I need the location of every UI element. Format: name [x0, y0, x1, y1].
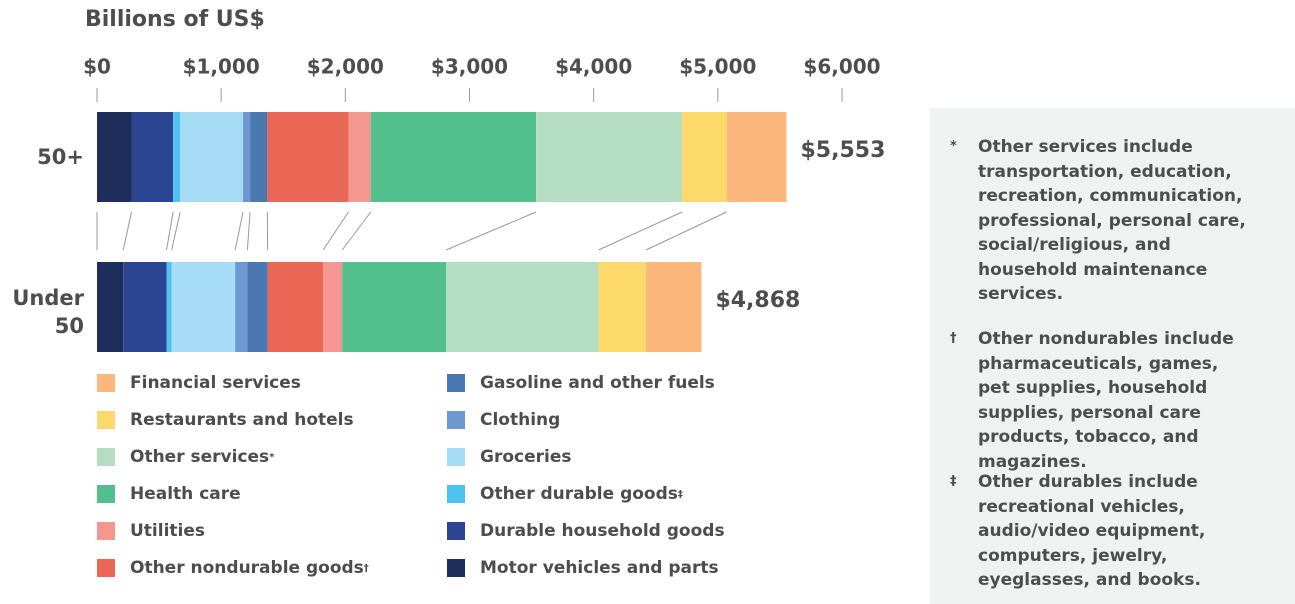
legend-label: Gasoline and other fuels [480, 373, 715, 393]
bar-segment [171, 262, 236, 352]
footnote-text: Other durables include recreational vehi… [978, 472, 1206, 590]
bar-segment [446, 262, 599, 352]
legend-swatch [97, 559, 115, 577]
legend-item: Financial services [97, 373, 301, 393]
legend-item: Restaurants and hotels [97, 410, 354, 430]
connector [234, 211, 244, 251]
legend-swatch [447, 448, 465, 466]
x-tick-label: $1,000 [183, 55, 260, 79]
legend-label: Clothing [480, 410, 561, 430]
legend-swatch [447, 485, 465, 503]
legend-item: Utilities [97, 521, 205, 541]
bar-segment [243, 112, 251, 202]
legend-label: Health care [130, 484, 241, 504]
legend-swatch [97, 411, 115, 429]
connector [171, 211, 181, 251]
legend-label: Motor vehicles and parts [480, 558, 719, 578]
connector [645, 211, 727, 251]
x-tick-label: $2,000 [307, 55, 384, 79]
footnote: * Other services include transportation, … [950, 135, 1250, 307]
footnote-text: Other nondurables include pharmaceutical… [978, 329, 1234, 472]
footnote-symbol: † [950, 331, 957, 346]
x-tick-label: $0 [83, 55, 111, 79]
connector [445, 211, 537, 251]
legend-swatch [447, 411, 465, 429]
bar-segment [247, 262, 268, 352]
legend-item: Motor vehicles and parts [447, 558, 719, 578]
category-label: Under 50 [12, 286, 84, 338]
legend-label: Other durable goods [480, 484, 678, 504]
legend-label: Groceries [480, 447, 572, 467]
x-tick-label: $3,000 [431, 55, 508, 79]
footnote: † Other nondurables include pharmaceutica… [950, 327, 1250, 474]
legend-label: Other services [130, 447, 270, 467]
legend-label: Restaurants and hotels [130, 410, 354, 430]
bar-segment [250, 112, 268, 202]
legend-note-mark: † [363, 562, 369, 574]
total-label: $5,553 [800, 138, 885, 163]
connector [246, 211, 251, 251]
legend-swatch [447, 522, 465, 540]
bar-segment [348, 112, 371, 202]
legend-note-mark: ‡ [677, 488, 683, 500]
connector [122, 211, 133, 251]
bar-segment [267, 112, 349, 202]
footnote: ‡ Other durables include recreational veh… [950, 470, 1250, 593]
x-tick-label: $5,000 [679, 55, 756, 79]
bar-segment [342, 262, 447, 352]
x-tick-label: $6,000 [803, 55, 880, 79]
bar-segment [370, 112, 537, 202]
legend-swatch [97, 522, 115, 540]
bar-segment [726, 112, 787, 202]
bar-segment [645, 262, 702, 352]
category-label: 50+ [37, 145, 84, 169]
footnote-symbol: ‡ [950, 474, 957, 489]
legend-swatch [447, 559, 465, 577]
bar-segment [166, 262, 172, 352]
bar-segment [235, 262, 248, 352]
legend-swatch [97, 485, 115, 503]
bar-segment [682, 112, 727, 202]
chart: Billions of US$ $0 $1,000 $2,000 $3,000 $4,0… [83, 7, 885, 352]
chart-title: Billions of US$ [85, 7, 265, 32]
legend-note-mark: * [269, 451, 275, 463]
legend-item: Gasoline and other fuels [447, 373, 715, 393]
legend-swatch [447, 374, 465, 392]
footnote-panel: * Other services include transportation, … [930, 108, 1295, 604]
legend-item: Clothing [447, 410, 560, 430]
legend-swatch [97, 374, 115, 392]
legend-label: Financial services [130, 373, 301, 393]
connector [166, 211, 174, 251]
legend-item: Other durable goods ‡ [447, 484, 683, 504]
legend-item: Health care [97, 484, 241, 504]
legend-swatch [97, 448, 115, 466]
connector [341, 211, 372, 251]
bar-segment [598, 262, 646, 352]
total-label: $4,868 [715, 288, 800, 313]
connector [322, 211, 349, 251]
bar-segment [97, 112, 132, 202]
legend-item: Other nondurable goods † [97, 558, 369, 578]
bar-segment [536, 112, 683, 202]
bar-segment [97, 262, 124, 352]
legend-item: Groceries [447, 447, 571, 467]
legend-label: Durable household goods [480, 521, 725, 541]
bar-segment [123, 262, 167, 352]
bar-segment [173, 112, 181, 202]
connector [598, 211, 683, 251]
legend-label: Other nondurable goods [130, 558, 364, 578]
legend-label: Utilities [130, 521, 206, 541]
bar-segment [180, 112, 244, 202]
bar-segment [267, 262, 324, 352]
x-tick-label: $4,000 [555, 55, 632, 79]
legend-item: Durable household goods [447, 521, 725, 541]
bar-segment [131, 112, 174, 202]
footnote-symbol: * [950, 139, 957, 154]
bar-segment [323, 262, 343, 352]
legend-item: Other services * [97, 447, 274, 467]
footnote-text: Other services include transportation, e… [978, 137, 1246, 304]
